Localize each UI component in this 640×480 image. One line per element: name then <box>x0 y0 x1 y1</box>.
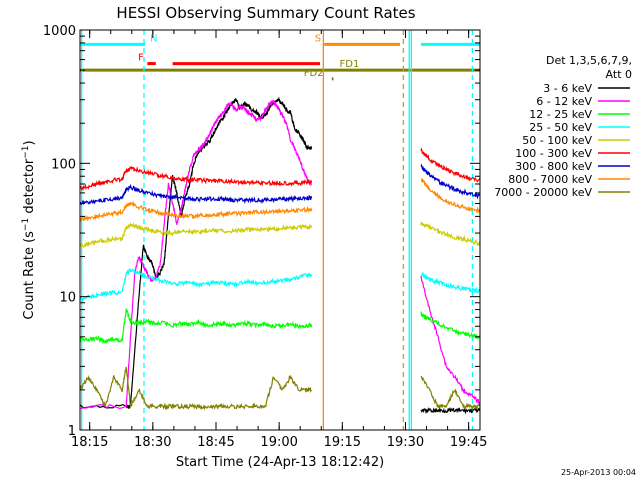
legend-label-7000-20000-kev: 7000 - 20000 keV <box>494 186 592 199</box>
y-tick-label-10: 10 <box>59 291 76 306</box>
series-line-6-12-kev-seg-1 <box>420 275 481 406</box>
series-line-25-50-kev-seg-1 <box>420 271 481 294</box>
y-axis-label-end: ) <box>22 140 37 145</box>
legend-label-25-50-kev: 25 - 50 keV <box>529 121 592 134</box>
series-line-100-300-kev-seg-1 <box>420 147 481 183</box>
timestamp: 25-Apr-2013 00:04 <box>561 468 636 477</box>
flag-label-fd2: FD2 <box>304 68 324 79</box>
x-tick-label-19:45: 19:45 <box>450 435 487 450</box>
y-tick-label-1000: 1000 <box>43 24 76 39</box>
flag-label-fd1: FD1 <box>340 59 360 70</box>
flag-label-s: S <box>315 33 321 44</box>
y-axis-label-sup-1: −1 <box>21 218 31 231</box>
series-line-800-7000-kev-seg-0 <box>79 200 313 223</box>
instrument-flags: NF S FD1 FD2 <box>80 33 480 81</box>
flag-label-n: N <box>150 33 157 44</box>
x-axis-ticks: 18:15 18:30 18:45 19:00 19:15 19:30 19:45 <box>71 30 487 450</box>
series-line-7000-20000-kev-seg-1 <box>420 375 481 411</box>
series-line-12-25-kev-seg-1 <box>420 311 481 340</box>
legend-label-6-12-kev: 6 - 12 keV <box>536 95 592 108</box>
legend-label-3-6-kev: 3 - 6 keV <box>543 82 592 95</box>
series-line-800-7000-kev-seg-1 <box>420 177 481 215</box>
y-axis-label-mid: detector <box>22 158 37 218</box>
series-line-12-25-kev-seg-0 <box>79 308 313 345</box>
y-axis-label: Count Rate (s−1 detector−1) <box>21 140 37 319</box>
legend-label-12-25-kev: 12 - 25 keV <box>529 108 592 121</box>
plot-series <box>79 96 481 415</box>
series-line-300-800-kev-seg-0 <box>80 183 313 206</box>
x-tick-label-18:45: 18:45 <box>197 435 234 450</box>
y-tick-label-1: 1 <box>68 424 76 439</box>
series-line-100-300-kev-seg-0 <box>79 165 313 192</box>
x-axis-label: Start Time (24-Apr-13 18:12:42) <box>176 455 384 470</box>
legend-header-attenuator: Att 0 <box>606 68 632 81</box>
x-tick-label-19:30: 19:30 <box>387 435 424 450</box>
series-line-3-6-kev-seg-0 <box>79 96 313 410</box>
legend-label-50-100-kev: 50 - 100 keV <box>522 134 592 147</box>
series-line-25-50-kev-seg-0 <box>79 268 313 303</box>
x-tick-label-19:15: 19:15 <box>324 435 361 450</box>
y-axis-label-sup-2: −1 <box>21 145 31 158</box>
y-tick-label-100: 100 <box>51 157 76 172</box>
legend-label-800-7000-kev: 800 - 7000 keV <box>508 173 592 186</box>
series-line-3-6-kev-seg-1 <box>420 406 481 415</box>
x-tick-label-18:30: 18:30 <box>134 435 171 450</box>
series-line-50-100-kev-seg-1 <box>420 221 481 247</box>
series-line-6-12-kev-seg-0 <box>79 99 312 410</box>
legend-header-detectors: Det 1,3,5,6,7,9, <box>546 54 632 67</box>
y-axis-ticks: 1 10 100 1000 <box>43 24 480 439</box>
x-tick-label-19:00: 19:00 <box>260 435 297 450</box>
chart-title: HESSI Observing Summary Count Rates <box>116 4 415 22</box>
legend-label-300-800-kev: 300 - 800 keV <box>515 160 592 173</box>
series-line-50-100-kev-seg-0 <box>79 222 312 248</box>
series-line-7000-20000-kev-seg-0 <box>79 366 313 411</box>
series-line-300-800-kev-seg-1 <box>420 163 481 200</box>
legend-label-100-300-kev: 100 - 300 keV <box>515 147 592 160</box>
x-tick-label-18:15: 18:15 <box>71 435 108 450</box>
y-axis-label-main: Count Rate (s <box>22 231 37 320</box>
flag-label-f: F <box>138 53 144 64</box>
plot-frame <box>79 29 481 431</box>
